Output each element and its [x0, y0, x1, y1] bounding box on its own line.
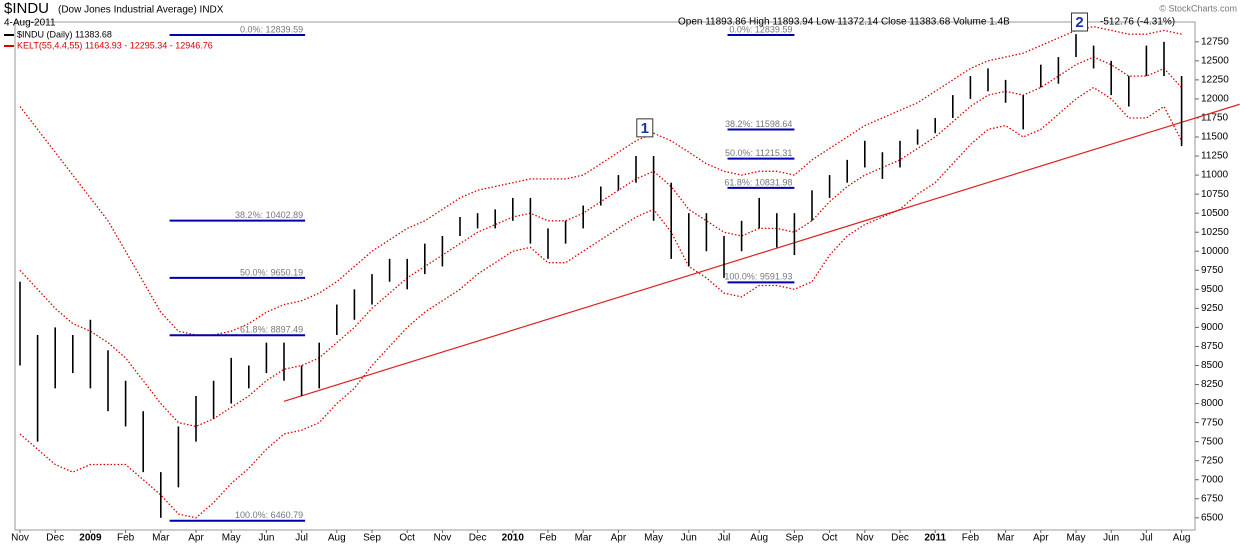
annotation-box [1071, 12, 1089, 32]
fib-label: 0.0%: 12839.59 [240, 24, 303, 34]
x-tick-label: Nov [856, 533, 874, 544]
x-tick-label: Dec [891, 533, 909, 544]
y-tick-label: 10250 [1201, 227, 1229, 238]
y-tick-label: 8750 [1201, 341, 1224, 352]
y-tick-label: 12750 [1201, 36, 1229, 47]
x-tick-label: May [222, 533, 241, 544]
y-tick-label: 8000 [1201, 398, 1224, 409]
x-tick-label: Jun [258, 533, 274, 544]
y-tick-label: 10750 [1201, 189, 1229, 200]
x-tick-label: Nov [11, 533, 29, 544]
y-tick-label: 9000 [1201, 322, 1224, 333]
fib-label: 50.0%: 11215.31 [725, 148, 792, 158]
y-tick-label: 7500 [1201, 436, 1224, 447]
x-tick-label: Sep [786, 533, 804, 544]
plot-area [14, 21, 1196, 531]
x-tick-label: Mar [575, 533, 593, 544]
fib-label: 61.8%: 10831.98 [724, 177, 792, 187]
y-tick-label: 12500 [1201, 55, 1229, 66]
x-tick-label: May [644, 533, 663, 544]
chart-subtitle: (Dow Jones Industrial Average) INDX [58, 5, 224, 16]
change: -512.76 (-4.31%) [1100, 17, 1175, 28]
x-tick-label: Mar [152, 533, 170, 544]
annotation-box [636, 118, 654, 138]
y-tick-label: 10000 [1201, 246, 1229, 257]
fib-label: 38.2%: 11598.64 [725, 119, 792, 129]
fib-label: 100.0%: 6460.79 [235, 510, 303, 520]
x-tick-label: Mar [997, 533, 1015, 544]
y-tick-label: 7750 [1201, 417, 1224, 428]
legend-label: KELT(55,4.4,55) 11643.93 - 12295.34 - 12… [17, 40, 213, 50]
y-tick-label: 8250 [1201, 379, 1224, 390]
x-tick-label: Feb [539, 533, 557, 544]
y-tick-label: 9250 [1201, 303, 1224, 314]
fib-label: 50.0%: 9650.19 [240, 267, 303, 277]
x-tick-label: Feb [117, 533, 135, 544]
y-tick-label: 6750 [1201, 493, 1224, 504]
y-tick-label: 11750 [1201, 113, 1229, 124]
trendline [283, 103, 1240, 402]
y-tick-label: 7250 [1201, 455, 1224, 466]
chart-title: $INDU [4, 0, 49, 17]
x-tick-label: Sep [363, 533, 381, 544]
legend-label: $INDU (Daily) 11383.68 [17, 29, 112, 39]
x-tick-label: Jun [681, 533, 697, 544]
chart-date: 4-Aug-2011 [4, 18, 56, 29]
x-tick-label: Oct [399, 533, 415, 544]
y-tick-label: 7000 [1201, 474, 1224, 485]
x-tick-label: 2010 [502, 533, 525, 544]
quote: Open 11893.86 High 11893.94 Low 11372.14… [678, 17, 1010, 28]
y-tick-label: 8500 [1201, 360, 1224, 371]
x-tick-label: Dec [469, 533, 487, 544]
fib-label: 0.0%: 12839.59 [729, 24, 792, 34]
x-tick-label: 2011 [924, 533, 946, 544]
fib-label: 61.8%: 8897.49 [240, 325, 303, 335]
x-tick-label: Jul [718, 533, 731, 544]
x-tick-label: 2009 [79, 533, 102, 544]
x-tick-label: Feb [962, 533, 980, 544]
x-tick-label: Apr [611, 533, 627, 544]
credit: © StockCharts.com [1159, 3, 1237, 13]
x-tick-label: Aug [328, 533, 346, 544]
y-tick-label: 6500 [1201, 512, 1224, 523]
x-tick-label: Nov [434, 533, 452, 544]
x-tick-label: Jul [1140, 533, 1153, 544]
y-tick-label: 12000 [1201, 94, 1229, 105]
y-tick-label: 12250 [1201, 75, 1229, 86]
x-tick-label: Apr [1033, 533, 1049, 544]
y-tick-label: 11000 [1201, 170, 1229, 181]
fib-label: 38.2%: 10402.89 [235, 210, 303, 220]
annotation: 1 [641, 120, 649, 137]
y-tick-label: 11250 [1201, 151, 1229, 162]
fib-label: 100.0%: 9591.93 [724, 272, 792, 282]
x-tick-label: Aug [1173, 533, 1191, 544]
y-tick-label: 10500 [1201, 208, 1229, 219]
y-tick-label: 9500 [1201, 284, 1224, 295]
x-tick-label: Jul [295, 533, 308, 544]
y-tick-label: 9750 [1201, 265, 1224, 276]
y-tick-label: 11500 [1201, 132, 1229, 143]
x-tick-label: Jun [1103, 533, 1119, 544]
x-tick-label: Aug [750, 533, 768, 544]
x-tick-label: Dec [46, 533, 64, 544]
annotation: 2 [1075, 14, 1083, 31]
x-tick-label: Apr [188, 533, 204, 544]
x-tick-label: Oct [822, 533, 838, 544]
x-tick-label: May [1067, 533, 1086, 544]
